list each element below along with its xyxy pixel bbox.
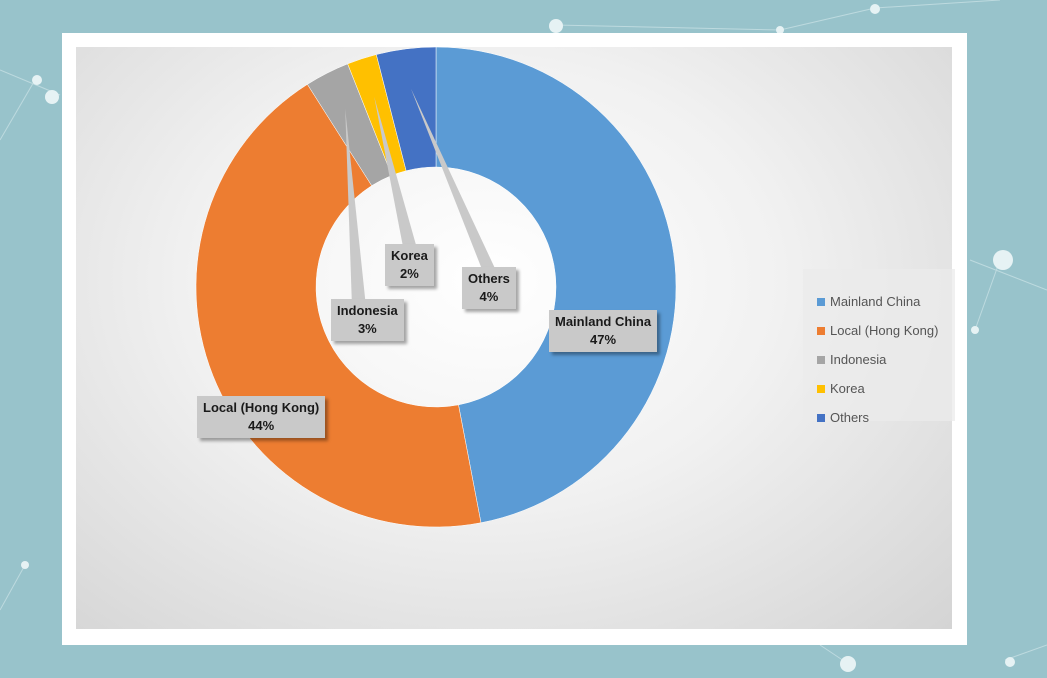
legend-item-korea: Korea <box>803 374 955 403</box>
callout-pointer-korea <box>374 96 418 252</box>
legend-label: Local (Hong Kong) <box>830 323 939 338</box>
legend-item-local-hong-kong: Local (Hong Kong) <box>803 316 955 345</box>
data-label-name: Korea <box>391 248 428 263</box>
chart-frame: Mainland China 47% Local (Hong Kong) 44%… <box>62 33 967 645</box>
data-label-value: 47% <box>590 332 617 347</box>
data-label-name: Others <box>468 271 510 286</box>
callout-pointer-indonesia <box>345 108 366 307</box>
legend-item-indonesia: Indonesia <box>803 345 955 374</box>
legend-label: Others <box>830 410 870 425</box>
legend-swatch <box>817 384 825 393</box>
data-label-korea: Korea 2% <box>385 244 434 286</box>
legend-label: Korea <box>830 381 865 396</box>
data-label-name: Mainland China <box>555 314 652 329</box>
legend-item-mainland-china: Mainland China <box>803 287 955 316</box>
data-label-indonesia: Indonesia 3% <box>331 299 404 341</box>
legend-item-others: Others <box>803 403 955 432</box>
chart-legend: Mainland China Local (Hong Kong) Indones… <box>803 269 955 425</box>
legend-swatch <box>817 413 825 422</box>
legend-swatch <box>817 355 825 364</box>
legend-label: Indonesia <box>830 352 887 367</box>
chart-plot-area: Mainland China 47% Local (Hong Kong) 44%… <box>76 47 955 629</box>
donut-slice-mainland-china <box>435 47 677 524</box>
data-label-others: Others 4% <box>462 267 516 309</box>
donut-slice-others <box>376 47 437 172</box>
legend-swatch <box>817 326 825 335</box>
data-label-value: 2% <box>400 266 419 281</box>
data-label-value: 3% <box>357 321 377 336</box>
legend-label: Mainland China <box>830 294 921 309</box>
data-label-name: Local (Hong Kong) <box>203 400 320 415</box>
data-label-mainland-china: Mainland China 47% <box>549 310 658 352</box>
data-label-value: 44% <box>248 418 275 433</box>
data-label-name: Indonesia <box>337 303 398 318</box>
legend-swatch <box>817 297 825 306</box>
data-label-local-hong-kong: Local (Hong Kong) 44% <box>197 396 326 438</box>
data-label-value: 4% <box>479 289 499 304</box>
callout-pointer-others <box>410 88 499 277</box>
